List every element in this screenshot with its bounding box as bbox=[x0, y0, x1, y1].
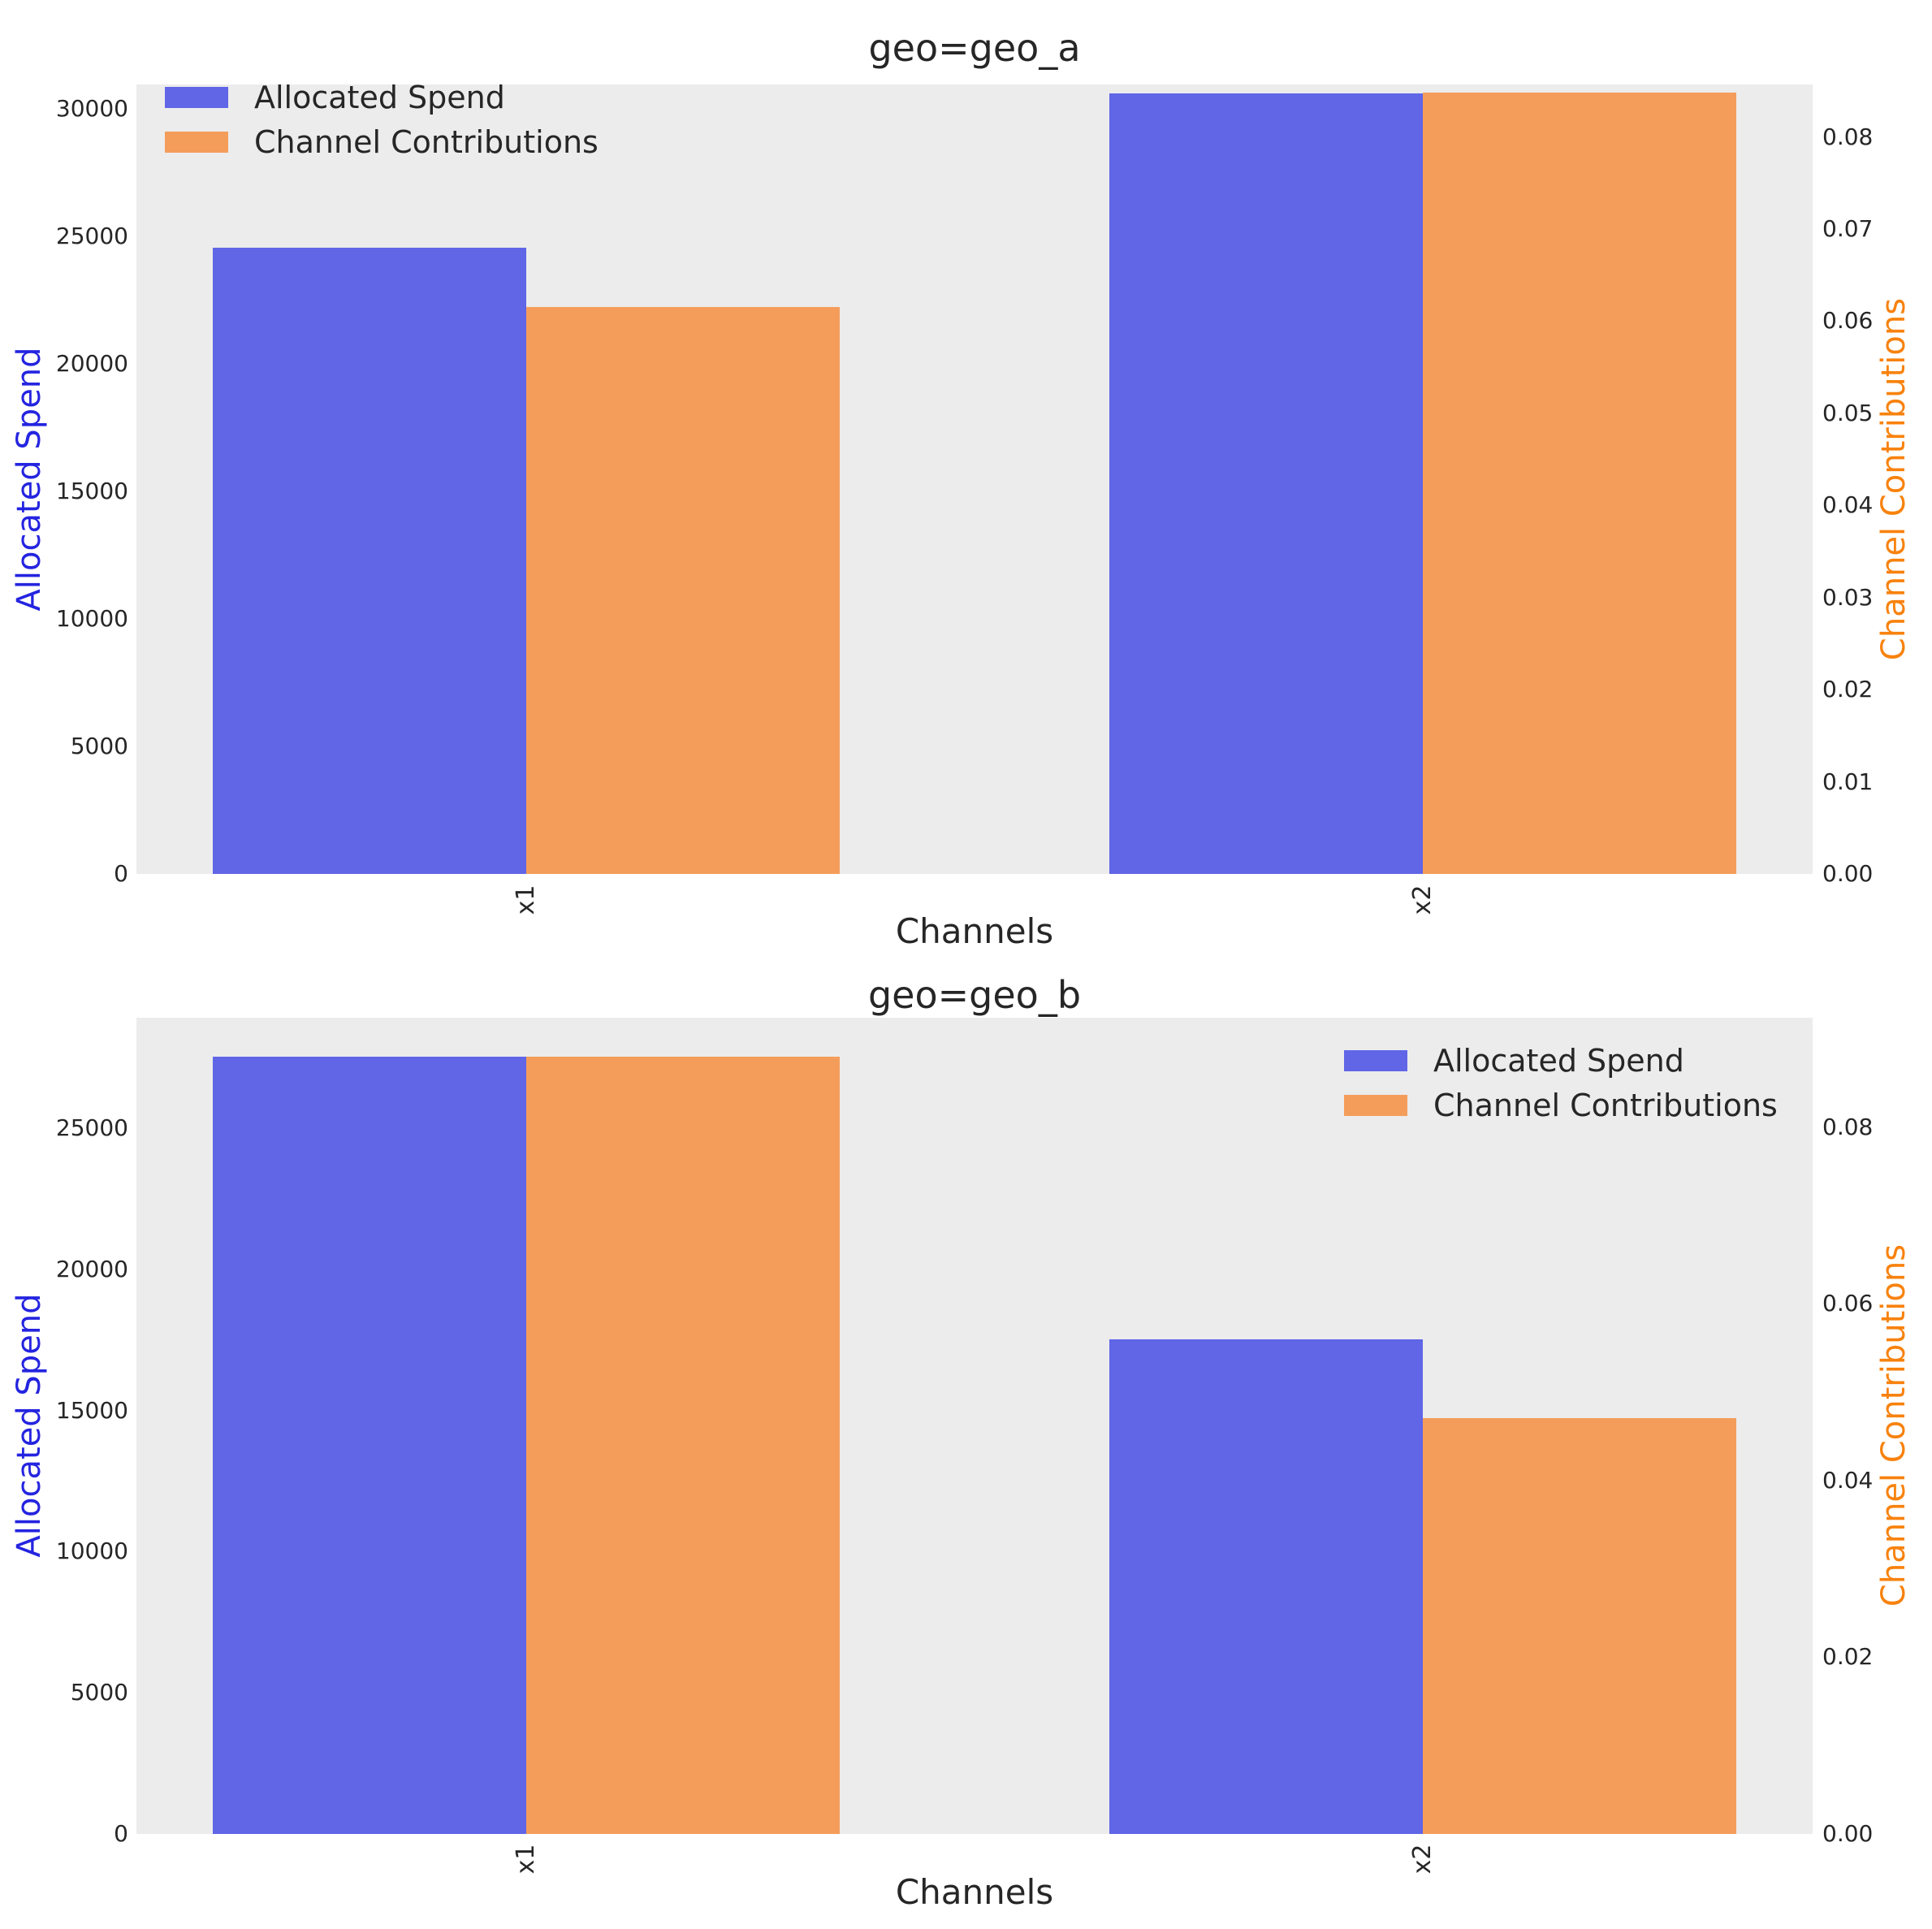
bar-channel-contributions-x1 bbox=[526, 307, 840, 874]
chart-title: geo=geo_b bbox=[867, 973, 1082, 1017]
plot-area: Allocated Spend Channel Contributions bbox=[136, 82, 1813, 874]
y-axis-tick-left: 0 bbox=[114, 1820, 128, 1847]
y-axis-tick-right: 0.05 bbox=[1822, 400, 1874, 426]
legend-label-allocated-spend: Allocated Spend bbox=[254, 80, 505, 115]
y-axis-tick-left: 5000 bbox=[70, 733, 128, 759]
y-axis-tick-right: 0.06 bbox=[1822, 1290, 1874, 1317]
y-axis-tick-left: 25000 bbox=[55, 223, 128, 249]
legend: Allocated Spend Channel Contributions bbox=[165, 82, 599, 176]
legend-label-channel-contributions: Channel Contributions bbox=[254, 124, 599, 160]
y-axis-tick-right: 0.07 bbox=[1822, 215, 1874, 242]
y-axis-tick-left: 30000 bbox=[55, 95, 128, 122]
y-axis-tick-right: 0.01 bbox=[1822, 768, 1874, 795]
ylabel-left-allocated-spend: Allocated Spend bbox=[11, 1293, 48, 1558]
y-axis-tick-right: 0.04 bbox=[1822, 1467, 1874, 1494]
legend-swatch-allocated-spend bbox=[165, 87, 228, 108]
xlabel-channels: Channels bbox=[895, 911, 1054, 951]
bar-allocated-spend-x1 bbox=[213, 1057, 526, 1834]
legend: Allocated Spend Channel Contributions bbox=[1344, 1045, 1778, 1140]
bar-allocated-spend-x2 bbox=[1109, 93, 1423, 874]
y-axis-tick-left: 5000 bbox=[70, 1679, 128, 1706]
y-axis-tick-right: 0.00 bbox=[1822, 1820, 1874, 1847]
ylabel-right-channel-contributions: Channel Contributions bbox=[1875, 1243, 1913, 1607]
bar-channel-contributions-x1 bbox=[526, 1057, 840, 1834]
y-axis-tick-right: 0.00 bbox=[1822, 860, 1874, 887]
y-axis-tick-left: 15000 bbox=[55, 478, 128, 504]
legend-swatch-channel-contributions bbox=[1344, 1095, 1407, 1116]
legend-item-allocated-spend: Allocated Spend bbox=[1344, 1045, 1778, 1076]
legend-swatch-allocated-spend bbox=[1344, 1050, 1407, 1071]
bar-channel-contributions-x2 bbox=[1423, 93, 1736, 874]
plot-area: Allocated Spend Channel Contributions bbox=[136, 1018, 1813, 1834]
y-axis-tick-right: 0.08 bbox=[1822, 123, 1874, 150]
y-axis-tick-left: 20000 bbox=[55, 1256, 128, 1282]
y-axis-tick-left: 10000 bbox=[55, 605, 128, 632]
y-axis-tick-left: 10000 bbox=[55, 1538, 128, 1564]
y-axis-tick-right: 0.02 bbox=[1822, 1643, 1874, 1670]
legend-label-allocated-spend: Allocated Spend bbox=[1433, 1043, 1684, 1079]
y-axis-tick-right: 0.03 bbox=[1822, 584, 1874, 611]
legend-item-channel-contributions: Channel Contributions bbox=[165, 127, 599, 158]
xlabel-channels: Channels bbox=[895, 1872, 1054, 1912]
y-axis-tick-right: 0.02 bbox=[1822, 676, 1874, 703]
chart-title: geo=geo_a bbox=[868, 26, 1081, 70]
y-axis-tick-left: 15000 bbox=[55, 1397, 128, 1424]
y-axis-tick-right: 0.06 bbox=[1822, 307, 1874, 334]
legend-item-allocated-spend: Allocated Spend bbox=[165, 82, 599, 113]
y-axis-tick-left: 20000 bbox=[55, 350, 128, 377]
x-axis-tick-x2: x2 bbox=[1408, 1844, 1437, 1875]
y-axis-tick-right: 0.04 bbox=[1822, 491, 1874, 518]
x-axis-tick-x1: x1 bbox=[512, 1844, 540, 1875]
bar-channel-contributions-x2 bbox=[1423, 1418, 1736, 1834]
legend-swatch-channel-contributions bbox=[165, 132, 228, 153]
y-axis-tick-left: 0 bbox=[114, 860, 128, 887]
y-axis-tick-left: 25000 bbox=[55, 1114, 128, 1141]
legend-item-channel-contributions: Channel Contributions bbox=[1344, 1090, 1778, 1121]
ylabel-right-channel-contributions: Channel Contributions bbox=[1875, 297, 1913, 661]
x-axis-tick-x2: x2 bbox=[1408, 884, 1437, 915]
y-axis-tick-right: 0.08 bbox=[1822, 1114, 1874, 1140]
x-axis-tick-x1: x1 bbox=[512, 884, 540, 915]
bar-allocated-spend-x2 bbox=[1109, 1339, 1423, 1834]
bar-allocated-spend-x1 bbox=[213, 248, 526, 874]
legend-label-channel-contributions: Channel Contributions bbox=[1433, 1088, 1778, 1123]
